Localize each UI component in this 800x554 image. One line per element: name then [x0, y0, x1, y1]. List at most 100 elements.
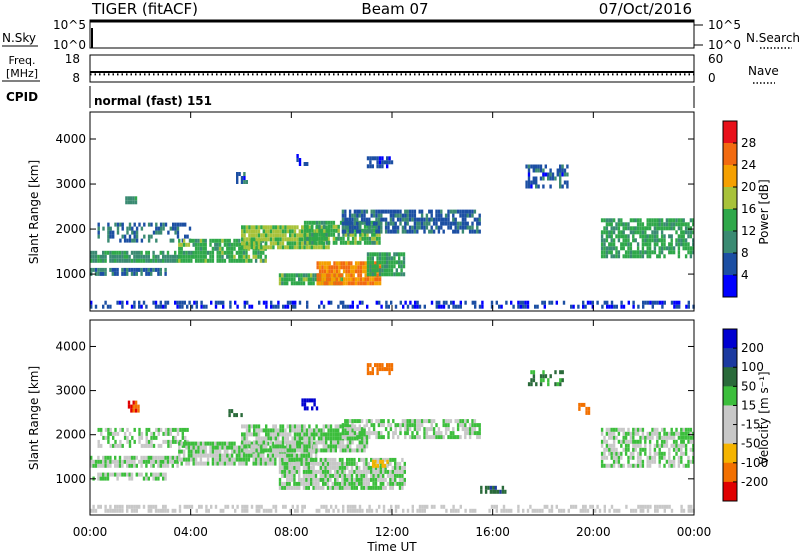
power-cell-6 — [320, 236, 324, 241]
velocity-cell-5 — [308, 444, 311, 449]
power-cell-8 — [302, 281, 306, 286]
velocity-cell-14 — [315, 406, 319, 411]
velocity-cell-0 — [656, 504, 659, 509]
power-cell-5 — [281, 241, 285, 246]
power-cell-2 — [94, 250, 98, 255]
velocity-cell-6 — [399, 423, 402, 428]
velocity-cell-7 — [353, 469, 356, 474]
velocity-cell-7 — [348, 457, 351, 462]
power-cell-7 — [396, 213, 400, 218]
velocity-cell-9 — [134, 404, 138, 409]
velocity-cell-4 — [190, 445, 193, 450]
power-cell-6 — [354, 232, 357, 237]
velocity-cell-0 — [510, 508, 513, 513]
velocity-cell-0 — [243, 504, 246, 509]
velocity-cell-1 — [164, 455, 167, 460]
power-cell-1 — [150, 267, 153, 272]
power-cell-12 — [527, 184, 531, 189]
velocity-cell-6 — [437, 435, 441, 440]
velocity-cell-9 — [134, 408, 138, 413]
velocity-cell-4 — [245, 461, 248, 466]
velocity-cell-7 — [374, 469, 378, 474]
velocity-cell-0 — [178, 508, 182, 513]
power-cell-13 — [627, 238, 630, 243]
power-cell-3 — [126, 226, 129, 231]
velocity-cell-0 — [495, 508, 498, 513]
velocity-cell-4 — [206, 457, 210, 462]
power-cell-4 — [180, 250, 183, 255]
power-cell-13 — [603, 250, 606, 255]
power-cell-4 — [178, 254, 181, 259]
power-cell-13 — [627, 226, 630, 231]
velocity-cell-7 — [341, 485, 344, 490]
power-cell-4 — [182, 250, 186, 255]
velocity-cell-7 — [286, 473, 289, 478]
velocity-cell-4 — [240, 453, 243, 458]
velocity-cell-5 — [260, 436, 263, 441]
power-cell-10 — [383, 260, 386, 265]
velocity-cell-5 — [279, 428, 282, 433]
power-cell-4 — [204, 258, 207, 263]
velocity-cell-6 — [459, 419, 462, 424]
velocity-cell-6 — [377, 431, 381, 436]
power-cell-13 — [600, 254, 604, 259]
velocity-cell-3 — [150, 443, 153, 448]
power-cell-9 — [330, 269, 334, 274]
velocity-cell-3 — [174, 435, 177, 440]
power-cell-10 — [393, 256, 396, 261]
power-cell-5 — [305, 245, 309, 250]
velocity-cell-7 — [310, 469, 313, 474]
velocity-cell-0 — [234, 508, 237, 513]
velocity-cell-10 — [559, 382, 562, 387]
velocity-cell-6 — [476, 431, 479, 436]
power-cell-8 — [310, 281, 313, 286]
power-cell-1 — [111, 271, 114, 276]
power-cell-6 — [342, 240, 345, 245]
velocity-cell-4 — [235, 445, 239, 450]
power-cell-13 — [660, 234, 664, 239]
power-cell-12 — [563, 180, 567, 185]
velocity-cell-7 — [281, 465, 284, 470]
power-cell-3 — [188, 226, 192, 231]
power-cell-13 — [663, 234, 666, 239]
power-cell-7 — [461, 209, 465, 214]
velocity-cell-5 — [248, 440, 251, 445]
power-cell-13 — [629, 218, 633, 223]
velocity-cell-6 — [406, 427, 409, 432]
velocity-cell-12 — [489, 489, 493, 494]
power-cell-7 — [382, 209, 385, 214]
velocity-cell-5 — [305, 428, 309, 433]
velocity-cell-4 — [187, 457, 191, 462]
velocity-cell-15 — [240, 413, 243, 418]
velocity-cell-7 — [283, 481, 286, 486]
velocity-cell-5 — [296, 432, 299, 437]
velocity-cell-1 — [176, 463, 179, 468]
power-cell-8 — [314, 273, 318, 278]
velocity-cell-3 — [97, 439, 100, 444]
velocity-cell-4 — [228, 441, 231, 446]
velocity-cell-0 — [354, 508, 357, 513]
power-cell-0 — [394, 304, 398, 309]
power-cell-9 — [345, 277, 348, 282]
power-cell-13 — [605, 226, 609, 231]
power-cell-1 — [128, 267, 131, 272]
power-cell-7 — [363, 213, 366, 218]
velocity-cell-7 — [290, 457, 294, 462]
velocity-cell-11 — [670, 435, 673, 440]
power-cell-13 — [651, 218, 654, 223]
velocity-cell-7 — [389, 485, 392, 490]
power-cell-2 — [133, 254, 136, 259]
velocity-cell-6 — [416, 431, 419, 436]
power-cell-4 — [218, 238, 222, 243]
velocity-cell-4 — [230, 453, 234, 458]
power-cell-4 — [192, 254, 195, 259]
velocity-cell-3 — [174, 427, 177, 432]
velocity-cell-5 — [274, 448, 277, 453]
power-cell-5 — [269, 241, 273, 246]
velocity-cell-0 — [594, 508, 597, 513]
power-cell-6 — [339, 220, 343, 225]
power-cell-9 — [340, 273, 343, 278]
velocity-cell-6 — [404, 419, 407, 424]
power-cell-13 — [622, 246, 625, 251]
velocity-cell-5 — [344, 432, 347, 437]
